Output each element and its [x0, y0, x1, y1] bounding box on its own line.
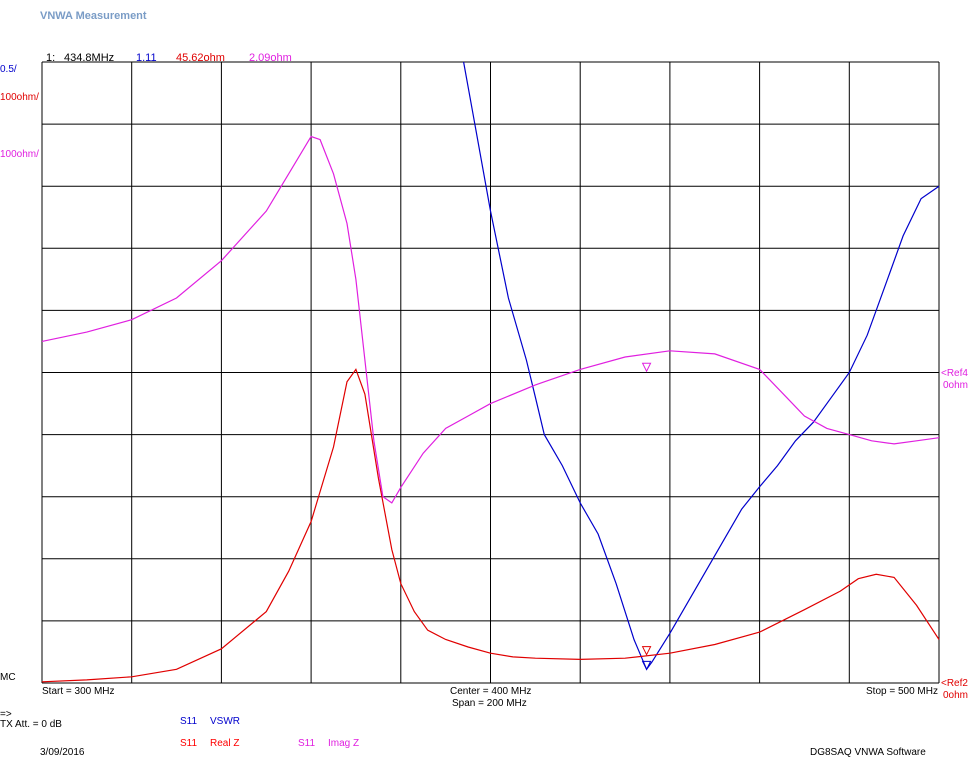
- marker-imag: [641, 362, 652, 373]
- legend-real-param: S11: [180, 738, 198, 749]
- stop-frequency-label: Stop = 500 MHz: [866, 686, 938, 697]
- marker-real-value: 45.62ohm: [176, 52, 225, 64]
- imag-ref-value: 0ohm: [943, 380, 969, 391]
- software-label: DG8SAQ VNWA Software: [810, 747, 926, 758]
- real-z-trace: [41, 368, 940, 683]
- center-frequency-label: Center = 400 MHz: [450, 686, 532, 697]
- legend-vswr-name: VSWR: [210, 716, 240, 727]
- real-scale-label: 100ohm/: [0, 92, 39, 103]
- marker-vswr-value: 1.11: [136, 52, 157, 64]
- mc-label: MC: [0, 672, 16, 683]
- legend-vswr-param: S11: [180, 716, 198, 727]
- marker-imag-value: 2.09ohm: [249, 52, 292, 64]
- legend-imag-param: S11: [298, 738, 316, 749]
- imag-z-trace: [41, 135, 940, 504]
- real-ref-value: 0ohm: [943, 690, 969, 701]
- real-ref-label: <Ref2: [941, 678, 968, 689]
- span-label: Span = 200 MHz: [452, 698, 527, 709]
- arrow-indicator: =>: [0, 709, 12, 720]
- marker-frequency: 434.8MHz: [64, 52, 115, 64]
- legend-imag-name: Imag Z: [328, 738, 360, 749]
- vswr-trace: [463, 61, 940, 671]
- marker-real: [641, 646, 652, 656]
- marker-vswr: [641, 660, 652, 671]
- legend-real-name: Real Z: [210, 738, 240, 749]
- tx-attenuation-label: TX Att. = 0 dB: [0, 719, 62, 730]
- marker-label: 1:: [46, 52, 56, 64]
- imag-ref-label: <Ref4: [941, 368, 968, 379]
- window-title: VNWA Measurement: [40, 10, 147, 22]
- imag-scale-label: 100ohm/: [0, 149, 39, 160]
- measurement-date: 3/09/2016: [40, 747, 85, 758]
- vswr-scale-label: 0.5/: [0, 64, 17, 75]
- start-frequency-label: Start = 300 MHz: [42, 686, 115, 697]
